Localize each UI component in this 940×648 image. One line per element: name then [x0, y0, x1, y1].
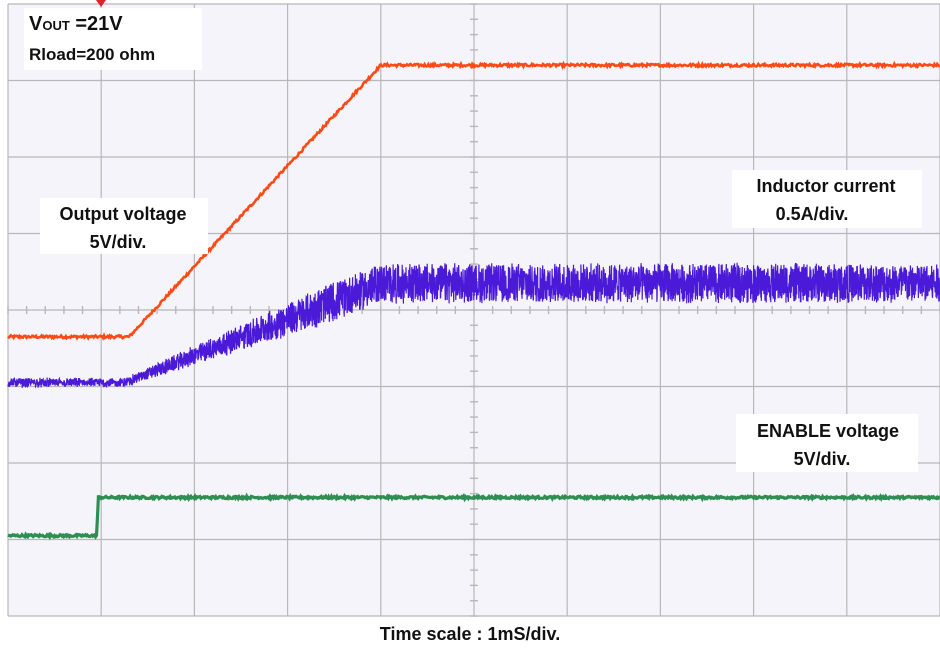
inductor-current-scale: 0.5A/div.: [776, 204, 849, 224]
graticule-grid: [7, 3, 940, 617]
output-voltage-trace: [7, 60, 940, 341]
trace-group: [7, 60, 940, 541]
vout-label-background: [24, 8, 202, 70]
enable-voltage-scale: 5V/div.: [794, 449, 851, 469]
trigger-markers: [96, 0, 106, 7]
vout-label-prefix: V: [29, 13, 43, 35]
rload-label: Rload=200 ohm: [29, 45, 155, 64]
vout-label: VOUT =21V: [29, 13, 123, 35]
enable-voltage-name: ENABLE voltage: [757, 421, 899, 441]
enable-voltage-label-background: [736, 414, 918, 472]
output-voltage-scale: 5V/div.: [90, 232, 147, 252]
inductor-current-name: Inductor current: [756, 176, 895, 196]
vout-label-value: =21V: [70, 13, 123, 35]
output-voltage-name: Output voltage: [60, 204, 187, 224]
output-voltage-label-background: [40, 198, 208, 254]
vout-label-subscript: OUT: [42, 18, 70, 33]
trigger-position-marker: [96, 0, 106, 7]
x-axis-label: Time scale : 1mS/div.: [380, 624, 560, 644]
enable-voltage-trace: [7, 492, 940, 541]
inductor-current-trace: [7, 262, 940, 389]
inductor-current-label-background: [732, 170, 922, 228]
